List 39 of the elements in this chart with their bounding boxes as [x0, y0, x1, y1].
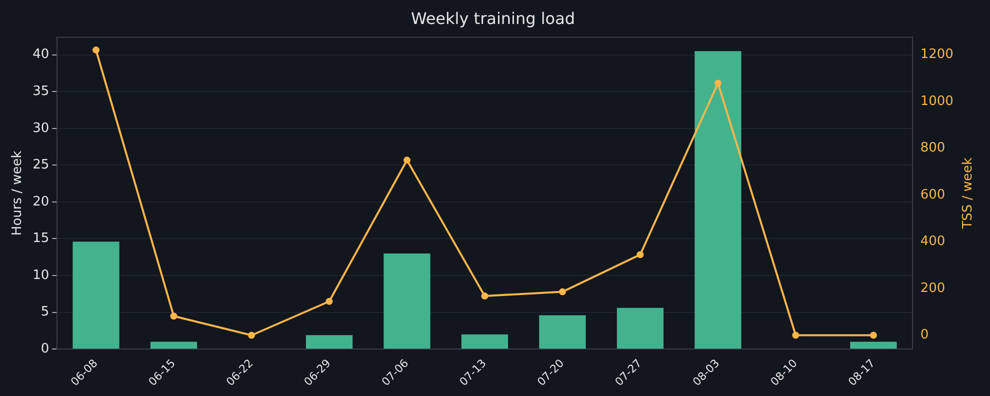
point [403, 156, 410, 164]
y2-tick-label: 1000 [920, 94, 954, 109]
y-tick-label: 15 [32, 231, 50, 246]
point [792, 332, 800, 339]
y2-tick-label: 200 [920, 280, 946, 296]
bar [461, 334, 508, 349]
bar [72, 242, 120, 349]
bar [616, 308, 664, 349]
point [248, 332, 255, 339]
bar [384, 253, 430, 349]
point [170, 312, 178, 320]
point [92, 46, 100, 54]
bar [850, 342, 897, 349]
y2-tick-label: 600 [920, 187, 946, 202]
chart-title: Weekly training load [410, 8, 576, 28]
bar [539, 315, 586, 349]
y2-tick-label: 400 [920, 234, 946, 250]
y2-tick-label: 800 [920, 140, 946, 156]
point [558, 288, 566, 296]
y-tick-label: 20 [32, 194, 50, 210]
y-tick-label: 40 [32, 47, 50, 62]
point [870, 332, 877, 339]
point [326, 298, 333, 305]
bar [694, 51, 742, 349]
point [636, 251, 644, 258]
y-tick-label: 10 [32, 268, 50, 283]
y-tick-label: 35 [32, 84, 50, 100]
y-tick-label: 30 [32, 120, 50, 136]
y2-tick-label: 0 [920, 328, 929, 343]
y2-tick-label: 1200 [920, 47, 954, 62]
bar [150, 342, 198, 349]
point [714, 80, 722, 87]
y-tick-label: 5 [40, 304, 50, 320]
y-tick-label: 25 [32, 158, 50, 173]
point [481, 292, 488, 300]
y-axis-title: Hours / week [10, 150, 26, 236]
y-tick-label: 0 [40, 341, 50, 356]
y2-axis-title: TSS / week [960, 157, 976, 230]
bar [306, 335, 353, 349]
